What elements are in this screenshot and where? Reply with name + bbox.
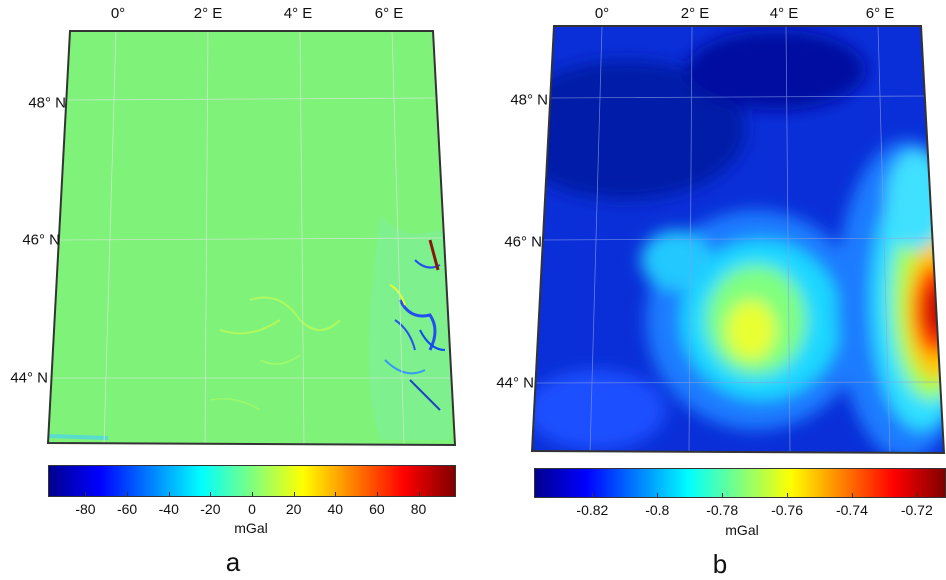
colorbar-tick [210, 492, 212, 496]
colorbar-tick [418, 492, 420, 496]
colorbar-tick-label: -0.8 [645, 502, 670, 518]
lon-label: 2° E [680, 5, 710, 22]
colorbar-b [534, 468, 946, 498]
colorbar-tick-label: 40 [327, 501, 344, 517]
lon-label: 2° E [193, 5, 223, 22]
lon-label: 4° E [283, 5, 313, 22]
colorbar-tick-label: -40 [158, 501, 179, 517]
colorbar-tick-label: -20 [200, 501, 221, 517]
map-a-canvas [46, 30, 457, 447]
lon-label: 0° [594, 5, 610, 22]
colorbar-tick-label: 80 [410, 501, 427, 517]
panel-label-a: a [225, 547, 241, 577]
colorbar-tick [916, 493, 918, 497]
lat-label: 46° N [22, 231, 60, 249]
colorbar-tick-label: 60 [369, 501, 385, 517]
panel-label-b: b [712, 549, 728, 579]
colorbar-tick-label: -80 [75, 501, 96, 517]
colorbar-a-unit: mGal [234, 520, 268, 536]
lon-label: 6° E [865, 5, 895, 22]
colorbar-tick [657, 493, 659, 497]
colorbar-tick [851, 493, 853, 497]
lon-label: 6° E [374, 5, 404, 22]
colorbar-tick [127, 492, 129, 496]
lon-label: 0° [110, 5, 126, 22]
colorbar-b-unit: mGal [725, 522, 759, 538]
lat-label: 44° N [496, 374, 534, 392]
colorbar-tick [376, 492, 378, 496]
colorbar-tick [787, 493, 789, 497]
colorbar-tick-label: -0.72 [900, 502, 933, 518]
colorbar-a [48, 465, 456, 497]
colorbar-tick [85, 492, 87, 496]
map-panel-b: 0° 2° E 4° E 6° E 48° N 46° N 44° N -0.8… [476, 0, 946, 579]
map-b-graticule [535, 26, 941, 453]
map-b-blobs [532, 30, 944, 453]
map-b-frame [530, 25, 946, 455]
colorbar-tick-label: -0.76 [771, 502, 803, 518]
colorbar-tick [722, 493, 724, 497]
colorbar-tick [335, 492, 337, 496]
map-a-frame [46, 30, 457, 447]
colorbar-tick [592, 493, 594, 497]
map-panel-a: 0° 2° E 4° E 6° E 48° N 46° N 44° N -80 -… [0, 0, 470, 577]
map-a-graticule [54, 31, 450, 445]
map-a-anomalies [48, 215, 455, 440]
lon-label: 4° E [769, 5, 799, 22]
lat-label: 48° N [28, 94, 66, 112]
lat-label: 46° N [504, 233, 542, 251]
lat-label: 48° N [510, 91, 548, 109]
colorbar-tick-label: -60 [116, 501, 138, 517]
colorbar-tick [168, 492, 170, 496]
colorbar-tick-label: 20 [285, 501, 302, 517]
colorbar-tick-label: -0.74 [835, 502, 868, 518]
colorbar-tick-label: 0 [248, 501, 256, 517]
map-b-canvas [530, 25, 946, 455]
lat-label: 44° N [10, 369, 48, 387]
colorbar-tick [252, 492, 253, 496]
colorbar-tick-label: -0.82 [576, 502, 609, 518]
colorbar-tick [293, 492, 295, 496]
colorbar-tick-label: -0.78 [706, 502, 739, 518]
